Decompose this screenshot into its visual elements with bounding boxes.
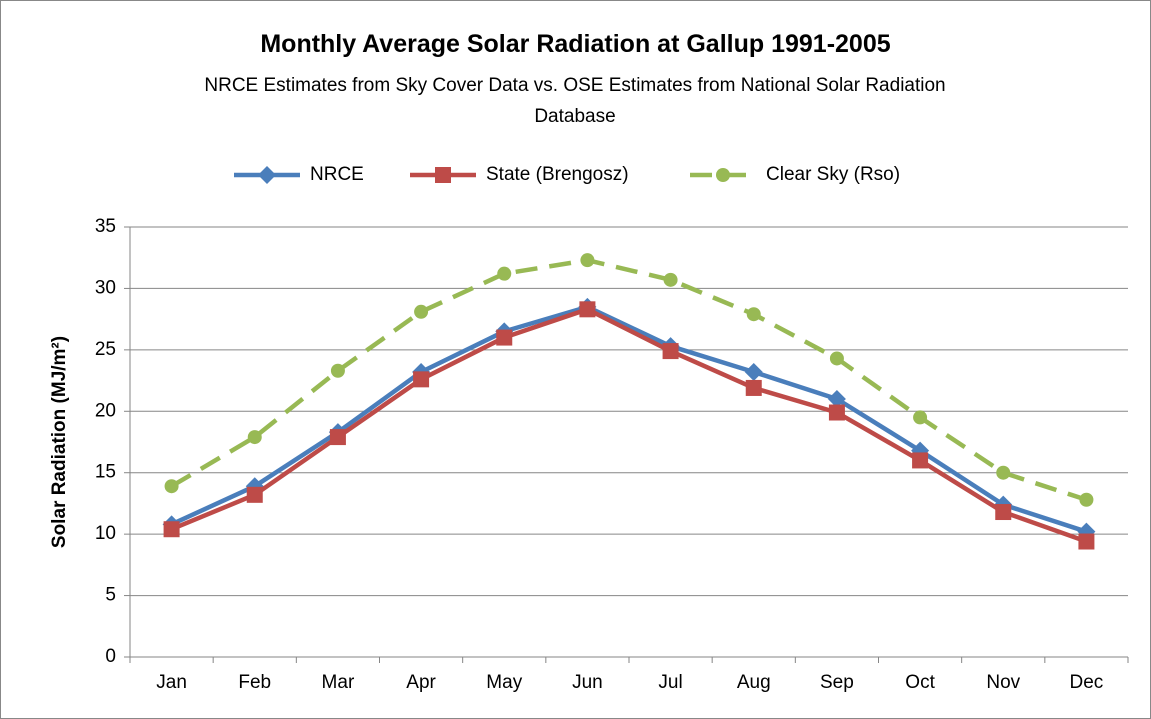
data-point bbox=[913, 410, 928, 425]
y-tick-label: 35 bbox=[95, 216, 116, 237]
data-point bbox=[247, 430, 262, 445]
data-point bbox=[329, 429, 346, 446]
y-tick-label: 0 bbox=[105, 646, 116, 667]
y-tick-label: 15 bbox=[95, 462, 116, 483]
series-line bbox=[170, 307, 1088, 544]
data-point bbox=[996, 465, 1011, 480]
data-point bbox=[745, 379, 762, 396]
x-tick-label: May bbox=[486, 672, 522, 693]
x-tick-label: Jan bbox=[156, 672, 187, 693]
y-tick-label: 5 bbox=[105, 585, 116, 606]
data-point bbox=[1079, 492, 1094, 507]
data-point bbox=[995, 504, 1012, 521]
data-point bbox=[330, 363, 345, 378]
data-point bbox=[246, 486, 263, 503]
y-tick-label: 10 bbox=[95, 523, 116, 544]
data-point bbox=[496, 329, 513, 346]
y-tick-label: 20 bbox=[95, 400, 116, 421]
series-line bbox=[170, 257, 1088, 502]
x-tick-label: Nov bbox=[986, 672, 1020, 693]
data-point bbox=[663, 272, 678, 287]
data-point bbox=[1078, 533, 1095, 550]
data-point bbox=[662, 343, 679, 360]
y-axis-label: Solar Radiation (MJ/m²) bbox=[49, 336, 70, 548]
data-point bbox=[829, 351, 844, 366]
x-tick-label: Oct bbox=[905, 672, 935, 693]
legend-label: Clear Sky (Rso) bbox=[766, 164, 900, 185]
data-point bbox=[163, 521, 180, 538]
legend-label: NRCE bbox=[310, 164, 364, 185]
x-tick-label: Feb bbox=[238, 672, 271, 693]
data-point bbox=[413, 371, 430, 388]
data-point bbox=[744, 362, 763, 381]
chart-title: Monthly Average Solar Radiation at Gallu… bbox=[260, 30, 891, 58]
data-point bbox=[497, 266, 512, 281]
data-point bbox=[828, 404, 845, 421]
data-point bbox=[164, 479, 179, 494]
data-point bbox=[414, 304, 429, 319]
x-tick-label: Sep bbox=[820, 672, 854, 693]
x-tick-label: Jul bbox=[658, 672, 682, 693]
legend-marker bbox=[716, 168, 730, 182]
y-tick-label: 25 bbox=[95, 339, 116, 360]
chart-subtitle: NRCE Estimates from Sky Cover Data vs. O… bbox=[204, 75, 946, 127]
data-point bbox=[579, 301, 596, 318]
x-tick-label: Jun bbox=[572, 672, 603, 693]
x-tick-label: Aug bbox=[737, 672, 771, 693]
y-tick-label: 30 bbox=[95, 277, 116, 298]
legend-marker bbox=[435, 167, 451, 183]
data-point bbox=[912, 452, 929, 469]
legend-label: State (Brengosz) bbox=[486, 164, 629, 185]
x-tick-label: Mar bbox=[322, 672, 355, 693]
data-point bbox=[580, 253, 595, 268]
legend-marker bbox=[258, 166, 276, 184]
data-point bbox=[827, 390, 846, 408]
x-tick-label: Dec bbox=[1070, 672, 1104, 693]
x-tick-label: Apr bbox=[406, 672, 436, 693]
data-point bbox=[746, 307, 761, 322]
series-line bbox=[170, 304, 1088, 534]
